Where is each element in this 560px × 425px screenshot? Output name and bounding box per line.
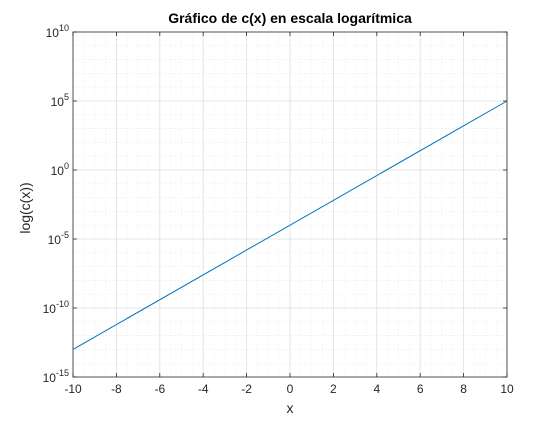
chart-title: Gráfico de c(x) en escala logarítmica — [168, 10, 412, 26]
y-axis-label: log(c(x)) — [17, 182, 33, 233]
ticks: -10 -8 -6 -4 -2 0 2 4 6 8 1010-1510-1010-510010510… — [43, 23, 514, 396]
x-tick-label: -2 — [241, 382, 252, 396]
y-tick-label: 100 — [51, 161, 69, 178]
x-axis-label: x — [287, 400, 294, 416]
x-tick-label: -8 — [111, 382, 122, 396]
x-tick-label: 6 — [417, 382, 424, 396]
x-tick-label: 4 — [373, 382, 380, 396]
x-tick-label: -10 — [64, 382, 82, 396]
y-tick-label: 10-5 — [48, 230, 69, 247]
x-tick-label: 2 — [330, 382, 337, 396]
x-tick-label: 10 — [500, 382, 514, 396]
grid — [73, 32, 507, 377]
y-tick-label: 10-10 — [43, 299, 69, 316]
x-tick-label: -6 — [154, 382, 165, 396]
x-tick-label: 8 — [460, 382, 467, 396]
x-tick-label: 0 — [287, 382, 294, 396]
x-tick-label: -4 — [198, 382, 209, 396]
y-tick-label: 1010 — [46, 23, 69, 40]
y-tick-label: 105 — [51, 92, 69, 109]
